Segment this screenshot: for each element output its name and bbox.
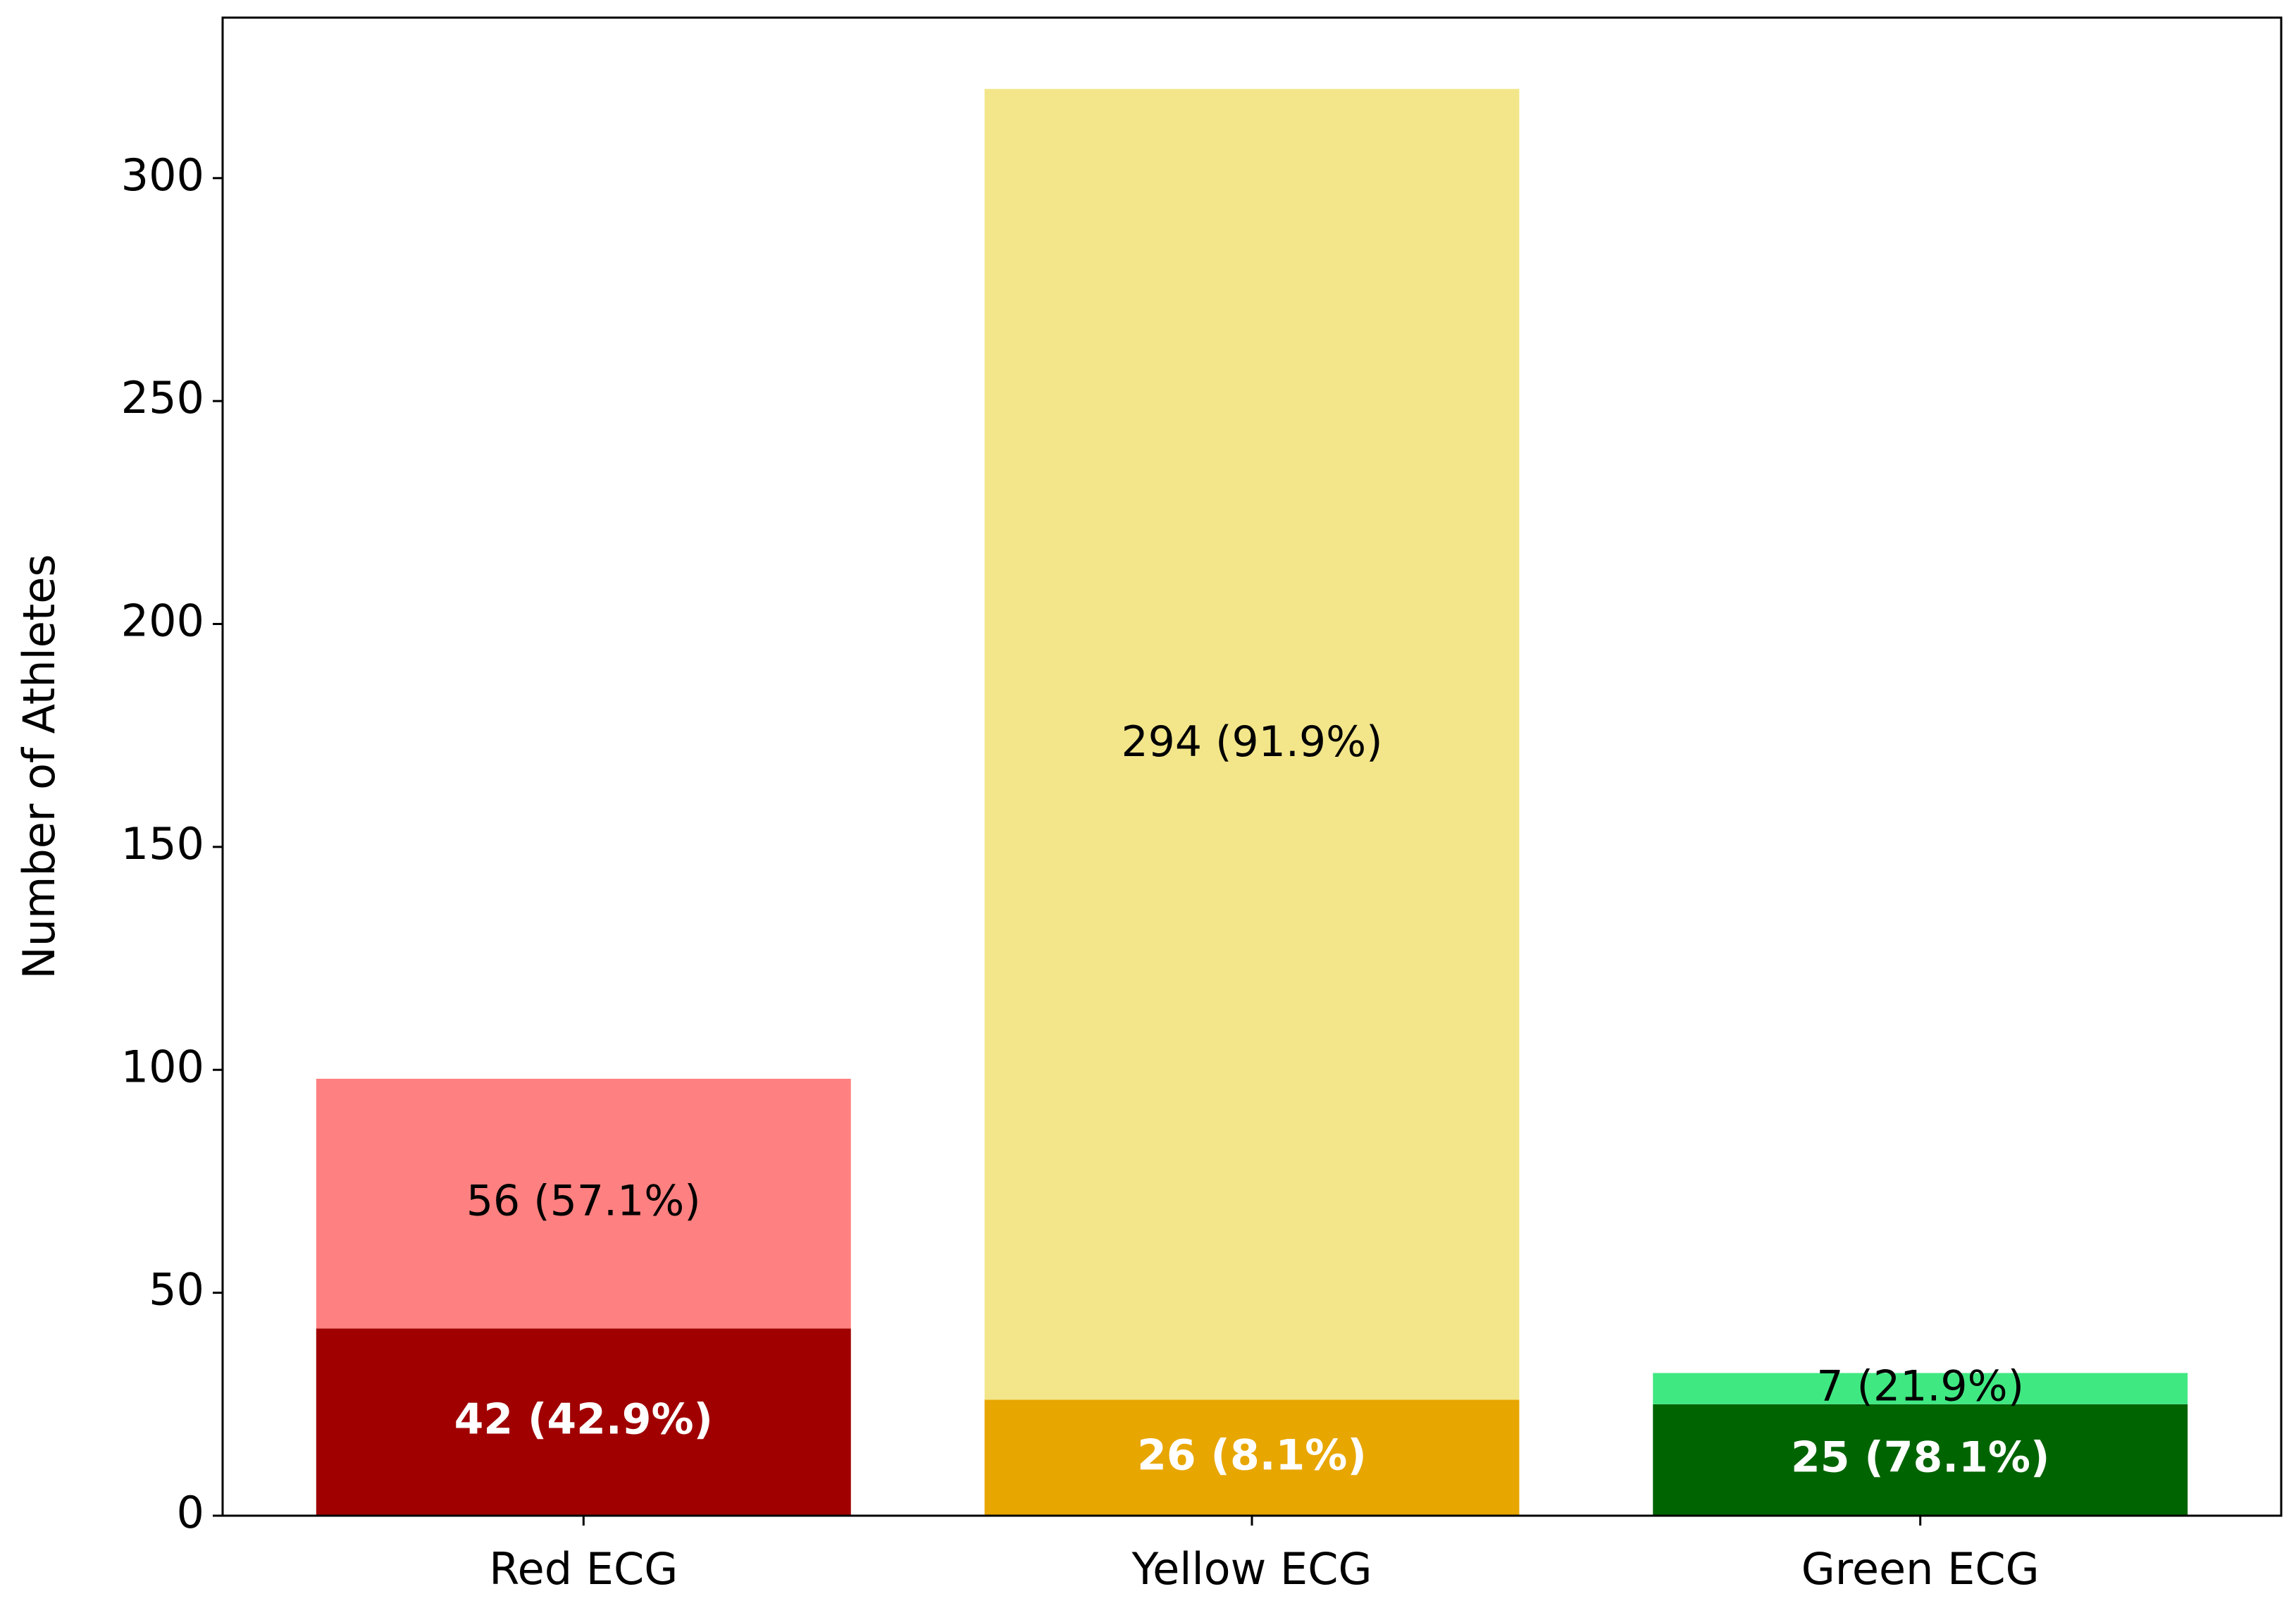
- value-label: 25 (78.1%): [1791, 1433, 2049, 1483]
- bar-segment: [1653, 1373, 2188, 1404]
- bar-segment: [984, 1399, 1520, 1516]
- value-label: 26 (8.1%): [1137, 1430, 1367, 1480]
- bar-segment: [1653, 1404, 2188, 1516]
- x-tick-label: Green ECG: [1801, 1543, 2040, 1595]
- y-tick-label: 100: [121, 1041, 204, 1092]
- value-label: 42 (42.9%): [454, 1395, 713, 1445]
- plot-frame: [221, 16, 2283, 1517]
- bar-segment: [316, 1078, 851, 1329]
- y-tick-label: 250: [121, 372, 204, 423]
- y-tick-label: 200: [121, 595, 204, 647]
- bar-segment: [316, 1328, 851, 1516]
- value-label: 7 (21.9%): [1816, 1361, 2024, 1411]
- y-tick-label: 300: [121, 149, 204, 201]
- bar-segment: [984, 89, 1520, 1400]
- x-tick-label: Yellow ECG: [1131, 1543, 1372, 1595]
- value-label: 56 (57.1%): [466, 1177, 701, 1226]
- y-tick-label: 0: [177, 1487, 204, 1538]
- x-tick-label: Red ECG: [489, 1543, 678, 1595]
- y-tick-label: 150: [121, 818, 204, 870]
- y-axis-label: Number of Athletes: [13, 554, 65, 979]
- y-tick-label: 50: [149, 1264, 204, 1316]
- value-label: 294 (91.9%): [1121, 717, 1382, 767]
